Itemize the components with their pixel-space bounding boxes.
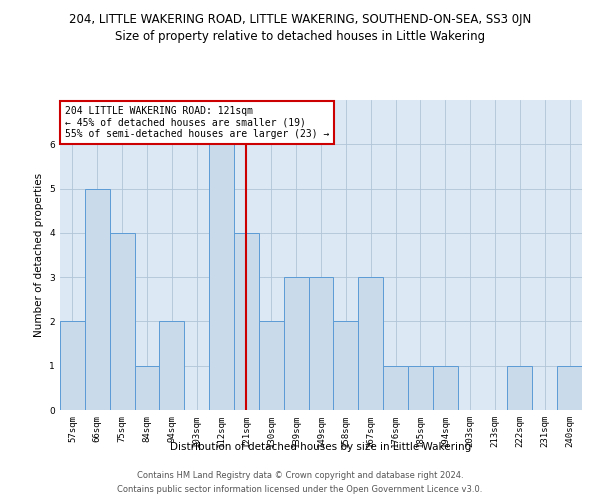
Bar bbox=[60, 322, 85, 410]
Bar bbox=[433, 366, 458, 410]
Bar bbox=[358, 277, 383, 410]
Bar bbox=[508, 366, 532, 410]
Text: Contains public sector information licensed under the Open Government Licence v3: Contains public sector information licen… bbox=[118, 484, 482, 494]
Bar bbox=[234, 233, 259, 410]
Text: Size of property relative to detached houses in Little Wakering: Size of property relative to detached ho… bbox=[115, 30, 485, 43]
Bar bbox=[160, 322, 184, 410]
Bar bbox=[383, 366, 408, 410]
Bar bbox=[284, 277, 308, 410]
Bar bbox=[134, 366, 160, 410]
Text: Distribution of detached houses by size in Little Wakering: Distribution of detached houses by size … bbox=[170, 442, 472, 452]
Bar bbox=[557, 366, 582, 410]
Bar bbox=[408, 366, 433, 410]
Bar bbox=[334, 322, 358, 410]
Bar bbox=[308, 277, 334, 410]
Text: 204, LITTLE WAKERING ROAD, LITTLE WAKERING, SOUTHEND-ON-SEA, SS3 0JN: 204, LITTLE WAKERING ROAD, LITTLE WAKERI… bbox=[69, 12, 531, 26]
Text: Contains HM Land Registry data © Crown copyright and database right 2024.: Contains HM Land Registry data © Crown c… bbox=[137, 472, 463, 480]
Bar bbox=[259, 322, 284, 410]
Bar bbox=[85, 188, 110, 410]
Bar bbox=[110, 233, 134, 410]
Text: 204 LITTLE WAKERING ROAD: 121sqm
← 45% of detached houses are smaller (19)
55% o: 204 LITTLE WAKERING ROAD: 121sqm ← 45% o… bbox=[65, 106, 329, 140]
Bar bbox=[209, 144, 234, 410]
Y-axis label: Number of detached properties: Number of detached properties bbox=[34, 173, 44, 337]
